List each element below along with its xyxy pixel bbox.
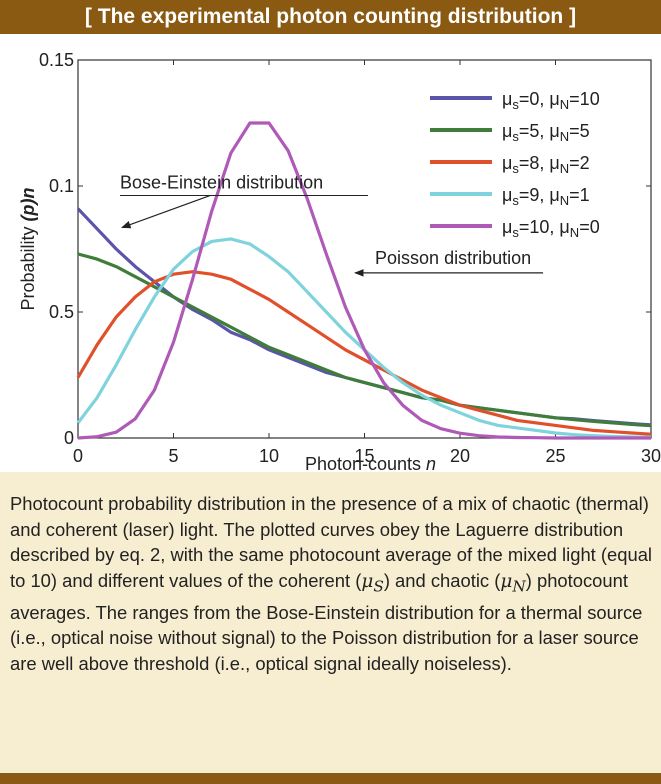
x-tick-label: 0	[73, 446, 83, 466]
legend-text: =10	[569, 89, 600, 109]
x-tick-label: 5	[168, 446, 178, 466]
legend-text: =1	[569, 185, 590, 205]
legend-subscript: N	[560, 129, 569, 144]
legend-text: =2	[569, 153, 590, 173]
x-axis-label: Photon-counts n	[305, 454, 436, 472]
y-axis-label-text: Probability	[18, 221, 38, 310]
legend-text: μ	[502, 89, 512, 109]
y-axis-label: Probability (p)n	[18, 187, 38, 310]
legend-subscript: N	[560, 161, 569, 176]
caption-text-1: Photocount probability distribution in t…	[10, 493, 653, 591]
y-tick-label: 0	[64, 428, 74, 448]
mu-symbol-n: μ	[500, 570, 513, 592]
subscript-n: N	[512, 577, 526, 596]
legend-text: =0	[579, 217, 600, 237]
x-tick-label: 25	[545, 446, 565, 466]
legend-text: μ	[559, 217, 569, 237]
legend-subscript: N	[570, 225, 579, 240]
annotation-bose-einstein-label: Bose-Einstein distribution	[120, 173, 323, 193]
y-tick-label: 0.1	[49, 176, 74, 196]
series-line-5	[77, 121, 651, 440]
legend-text: μ	[502, 121, 512, 141]
x-tick-label: 30	[641, 446, 661, 466]
x-tick-label: 20	[450, 446, 470, 466]
subscript-s: S	[373, 577, 384, 596]
caption-text-2: ) and chaotic (	[383, 569, 501, 591]
legend-text: μ	[549, 121, 559, 141]
legend-label-1: μs=0, μN=10	[502, 89, 600, 112]
plot-area-frame	[77, 59, 652, 439]
caption-text-3: ) photocount averages. The ranges from t…	[10, 569, 643, 674]
legend-text: μ	[549, 153, 559, 173]
legend-text: =9,	[519, 185, 550, 205]
legend-label-5: μs=10, μN=0	[502, 217, 600, 240]
legend-subscript: s	[512, 193, 519, 208]
legend-text: =5,	[519, 121, 550, 141]
legend-text: =8,	[519, 153, 550, 173]
legend-text: μ	[502, 153, 512, 173]
figure-title: [ The experimental photon counting distr…	[84, 5, 577, 28]
legend-text: μ	[502, 185, 512, 205]
x-tick-label: 15	[354, 446, 374, 466]
line-chart: 0 5 10 15 20 25 30 0 0.5 0.1 0.15 Bose-Einstein di…	[18, 50, 661, 472]
annotation-poisson-label: Poisson distribution	[375, 248, 531, 268]
chart-panel: 0 5 10 15 20 25 30 0 0.5 0.1 0.15 Bose-Einstein di…	[0, 34, 661, 472]
legend-subscript: s	[512, 97, 519, 112]
series-line-2	[77, 252, 652, 428]
legend-text: μ	[549, 185, 559, 205]
legend-label-3: μs=8, μN=2	[502, 153, 590, 176]
legend-label-4: μs=9, μN=1	[502, 185, 590, 208]
figure-footer-bar	[0, 773, 661, 784]
x-tick-label: 10	[259, 446, 279, 466]
legend-text: μ	[502, 217, 512, 237]
legend-text: =0,	[519, 89, 550, 109]
mu-symbol-s: μ	[361, 570, 374, 592]
figure-caption: Photocount probability distribution in t…	[10, 491, 655, 676]
legend-subscript: s	[512, 129, 519, 144]
legend-text: =5	[569, 121, 590, 141]
legend-subscript: s	[512, 225, 519, 240]
y-tick-label: 0.15	[39, 50, 74, 70]
annotation-bose-einstein-arrow	[121, 194, 211, 229]
x-axis-label-italic: n	[426, 454, 436, 472]
legend-subscript: N	[560, 193, 569, 208]
y-axis-label-italic: (p)n	[18, 187, 38, 221]
legend-label-2: μs=5, μN=5	[502, 121, 590, 144]
x-axis-label-text: Photon-counts	[305, 454, 426, 472]
legend-subscript: N	[560, 97, 569, 112]
figure-header: [ The experimental photon counting distr…	[0, 0, 661, 34]
legend-text: =10,	[519, 217, 560, 237]
series-line-3	[76, 270, 652, 436]
y-tick-label: 0.5	[49, 302, 74, 322]
legend-subscript: s	[512, 161, 519, 176]
legend-text: μ	[549, 89, 559, 109]
